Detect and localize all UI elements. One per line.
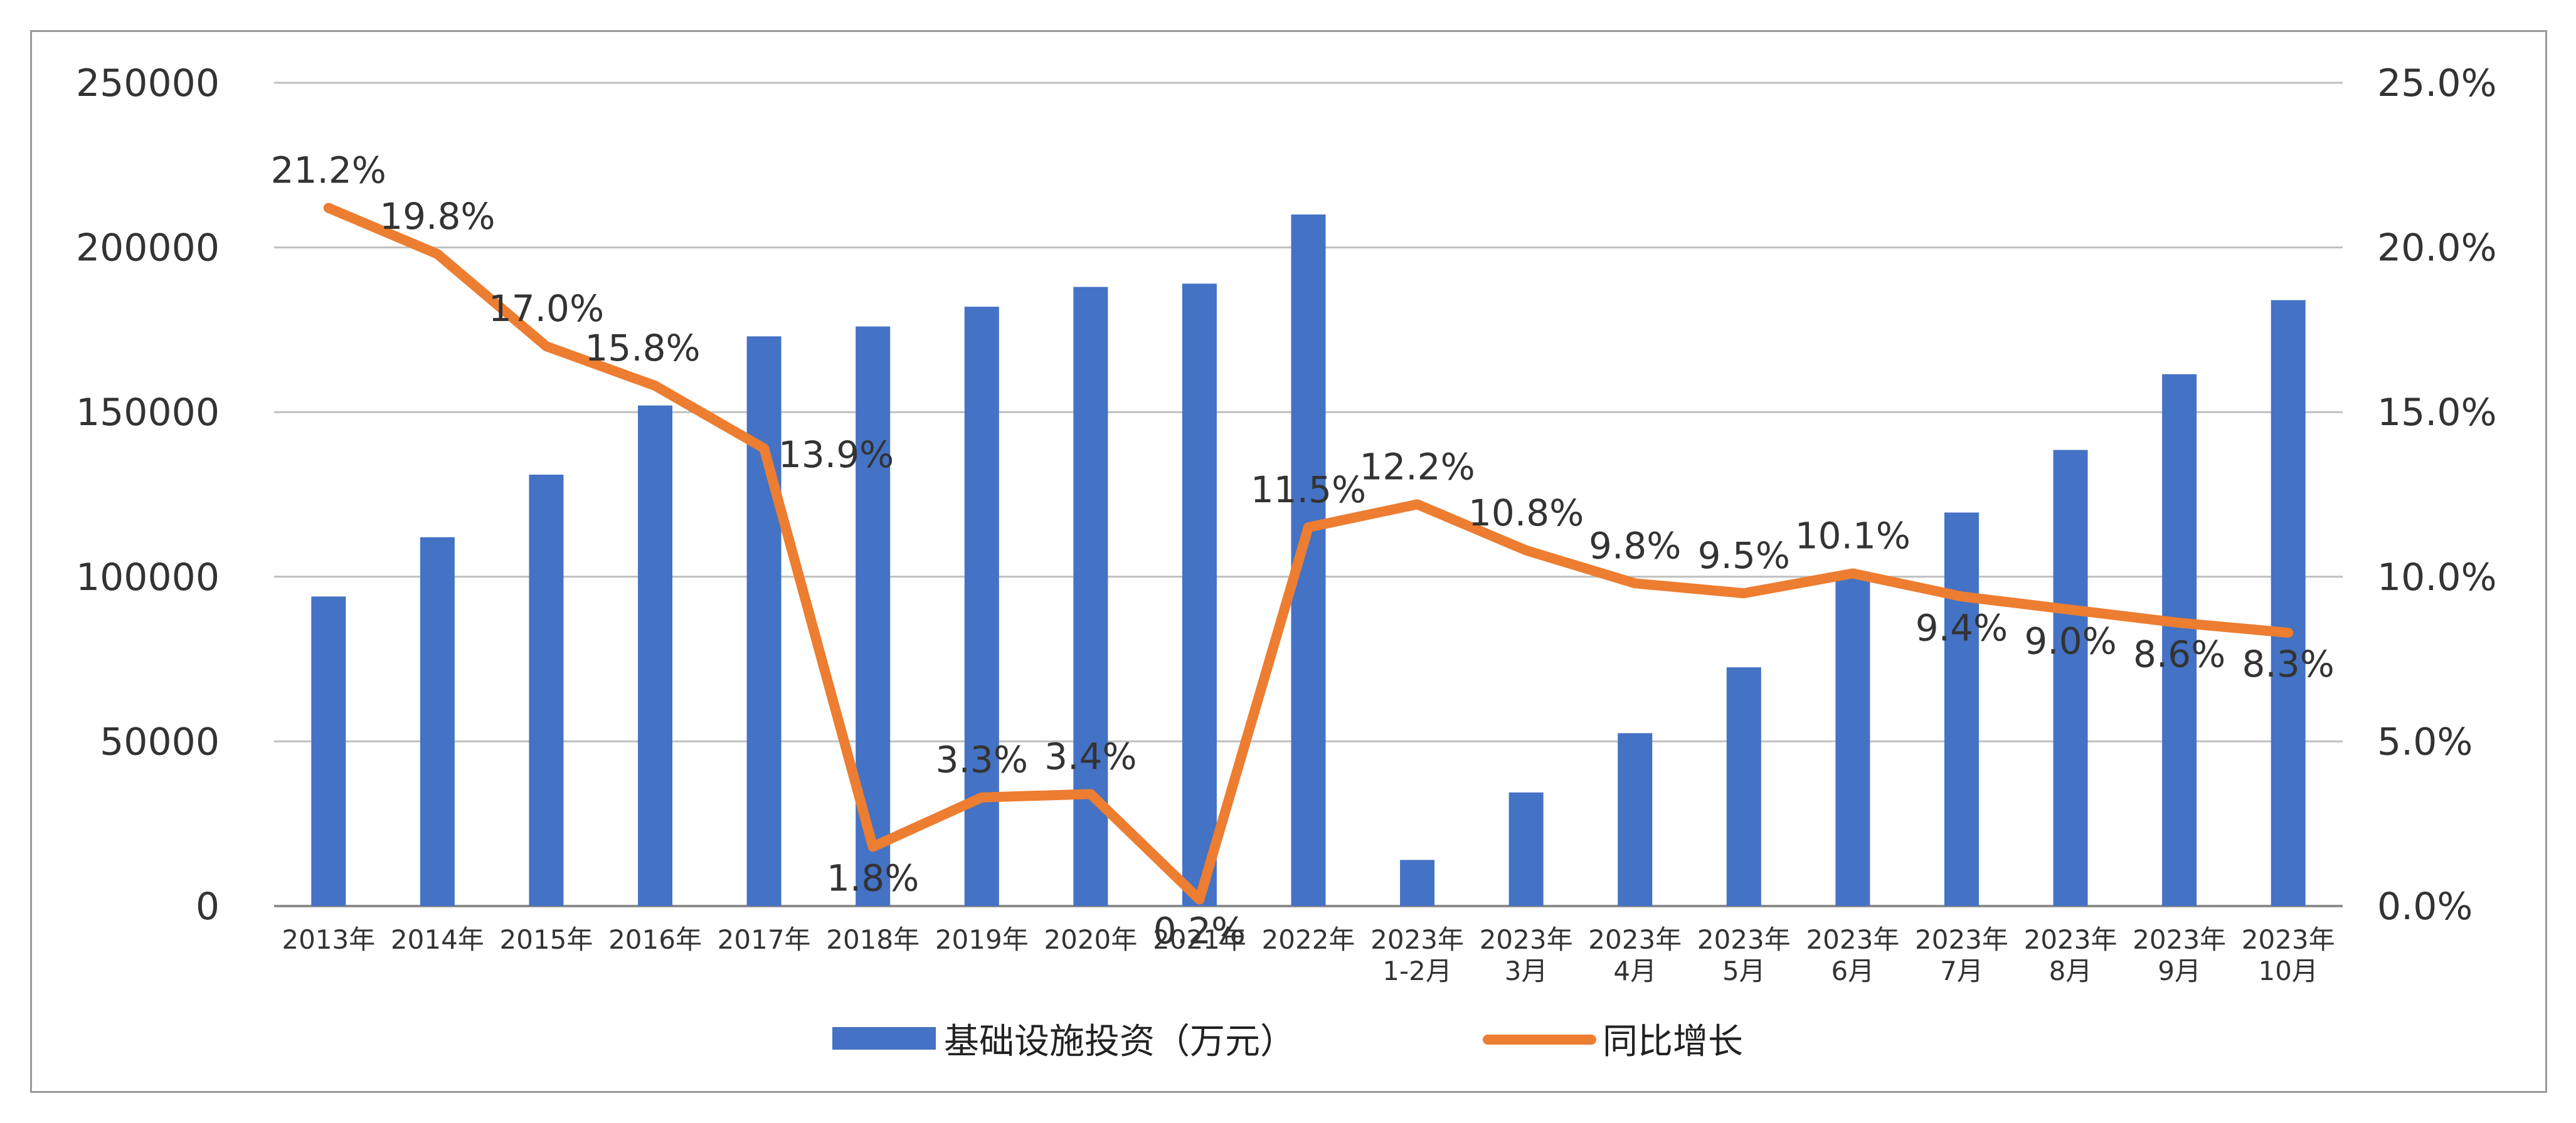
bar	[1508, 792, 1544, 906]
x-tick-label: 2017年	[718, 924, 811, 955]
data-label: 19.8%	[379, 195, 495, 238]
bar-layer	[311, 214, 2306, 907]
bar	[746, 336, 782, 906]
axis-layer: 0 0.0% 50000 5.0% 100000 10.0% 150000 15.0% 2000…	[76, 61, 2497, 986]
x-tick-label: 1-2月	[1382, 956, 1452, 986]
data-label: 3.4%	[1044, 735, 1137, 778]
y-left-tick-label: 250000	[76, 61, 220, 105]
bar	[311, 596, 346, 906]
x-tick-label: 5月	[1722, 956, 1766, 986]
x-tick-label: 2023年	[2024, 924, 2118, 955]
y-right-tick-label: 10.0%	[2377, 556, 2497, 599]
bar	[1835, 576, 1870, 906]
bar	[964, 307, 999, 906]
y-left-tick-label: 200000	[76, 226, 220, 270]
x-tick-label: 2023年	[2133, 924, 2226, 955]
x-tick-label: 2014年	[391, 924, 484, 955]
data-label: 15.8%	[585, 327, 700, 369]
legend-label-line: 同比增长	[1603, 1021, 1743, 1062]
x-tick-label: 2023年	[1480, 924, 1573, 955]
bar	[1618, 733, 1653, 906]
legend-layer: 基础设施投资（万元） 同比增长	[832, 1021, 1743, 1062]
line-layer	[323, 203, 2294, 905]
x-tick-label: 10月	[2258, 956, 2318, 986]
label-layer: 21.2%19.8% 17.0%15.8% 13.9% 1.8% 3.3% 3.4% 0.2…	[271, 149, 2335, 952]
data-label: 10.8%	[1468, 492, 1584, 534]
x-tick-label: 2023年	[1370, 924, 1464, 955]
bar	[2162, 374, 2197, 906]
y-left-tick-label: 0	[196, 885, 220, 929]
bar	[1726, 667, 1761, 906]
data-label: 17.0%	[489, 287, 604, 330]
x-tick-label: 2013年	[282, 924, 375, 955]
grid-layer	[274, 82, 2343, 907]
x-tick-label: 6月	[1831, 956, 1875, 986]
data-label: 8.3%	[2242, 643, 2335, 685]
x-tick-label: 2020年	[1044, 924, 1137, 955]
data-label: 13.9%	[778, 433, 894, 476]
data-label: 9.0%	[2024, 619, 2116, 662]
y-left-tick-label: 100000	[76, 556, 220, 599]
y-right-tick-label: 5.0%	[2377, 720, 2473, 764]
y-right-tick-label: 0.0%	[2377, 885, 2473, 929]
x-tick-label: 2016年	[608, 924, 702, 955]
x-tick-label: 2022年	[1262, 924, 1355, 955]
growth-line	[323, 203, 2294, 905]
x-tick-label: 2023年	[1588, 924, 1682, 955]
bar	[2053, 450, 2088, 906]
data-label: 8.6%	[2133, 633, 2225, 675]
x-tick-label: 4月	[1613, 956, 1656, 986]
x-tick-label: 2018年	[826, 924, 920, 955]
y-left-tick-label: 150000	[76, 391, 220, 435]
bar	[420, 537, 455, 906]
bar	[529, 474, 564, 906]
data-label: 11.5%	[1251, 468, 1366, 511]
data-label: 3.3%	[936, 739, 1028, 781]
data-label: 9.8%	[1589, 524, 1681, 567]
data-label: 9.5%	[1698, 534, 1790, 577]
legend-swatch-bar	[832, 1027, 936, 1050]
y-right-tick-label: 20.0%	[2377, 226, 2497, 270]
data-label: 21.2%	[271, 149, 386, 192]
y-right-tick-label: 15.0%	[2377, 391, 2497, 435]
bar	[2271, 300, 2306, 907]
y-right-tick-label: 25.0%	[2377, 61, 2497, 105]
bar	[1182, 283, 1217, 906]
x-tick-label: 7月	[1940, 956, 1983, 986]
data-label: 1.8%	[827, 857, 919, 899]
x-tick-label: 2015年	[500, 924, 593, 955]
x-tick-label: 2023年	[1806, 924, 1899, 955]
bar	[1073, 287, 1108, 906]
chart-frame	[30, 30, 2547, 1093]
bar	[638, 405, 673, 906]
x-tick-label: 2023年	[1697, 924, 1791, 955]
data-label: 9.4%	[1916, 606, 2008, 649]
x-tick-label: 2023年	[2242, 924, 2335, 955]
data-label: 10.1%	[1795, 515, 1911, 557]
legend-label-bar: 基础设施投资（万元）	[944, 1021, 1295, 1062]
y-left-tick-label: 50000	[100, 720, 220, 764]
data-label: 0.2%	[1153, 909, 1246, 952]
bar	[1400, 860, 1435, 906]
x-tick-label: 2019年	[935, 924, 1029, 955]
data-label: 12.2%	[1359, 445, 1475, 488]
x-tick-label: 9月	[2158, 956, 2201, 986]
x-tick-label: 3月	[1505, 956, 1548, 986]
bar	[1944, 512, 1979, 906]
x-tick-label: 8月	[2049, 956, 2092, 986]
x-tick-label: 2023年	[1915, 924, 2008, 955]
x-tick-label: 2021年	[1153, 924, 1246, 955]
